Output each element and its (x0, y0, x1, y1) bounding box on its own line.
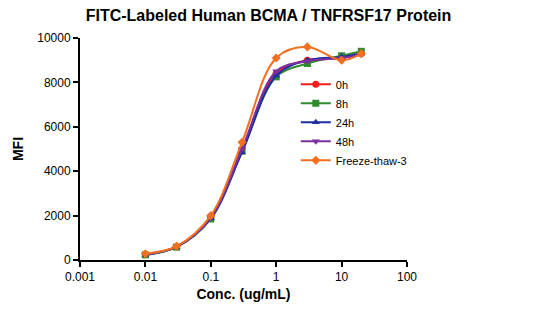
svg-text:0h: 0h (336, 79, 348, 91)
svg-text:48h: 48h (336, 136, 354, 148)
svg-text:8h: 8h (336, 98, 348, 110)
svg-text:100: 100 (397, 270, 417, 284)
svg-text:6000: 6000 (44, 120, 71, 134)
svg-text:0: 0 (64, 253, 71, 267)
svg-text:FITC-Labeled Human BCMA / TNFR: FITC-Labeled Human BCMA / TNFRSF17 Prote… (86, 7, 452, 24)
svg-text:8000: 8000 (44, 76, 71, 90)
svg-text:MFI: MFI (10, 137, 26, 161)
svg-text:24h: 24h (336, 117, 354, 129)
svg-text:10: 10 (335, 270, 349, 284)
svg-text:1: 1 (273, 270, 280, 284)
svg-text:Freeze-thaw-3: Freeze-thaw-3 (336, 155, 407, 167)
svg-text:0.001: 0.001 (65, 270, 95, 284)
svg-text:Conc. (ug/mL): Conc. (ug/mL) (196, 286, 290, 302)
svg-text:0.01: 0.01 (134, 270, 158, 284)
svg-text:4000: 4000 (44, 164, 71, 178)
svg-text:2000: 2000 (44, 209, 71, 223)
svg-text:10000: 10000 (37, 31, 71, 45)
svg-text:0.1: 0.1 (202, 270, 219, 284)
